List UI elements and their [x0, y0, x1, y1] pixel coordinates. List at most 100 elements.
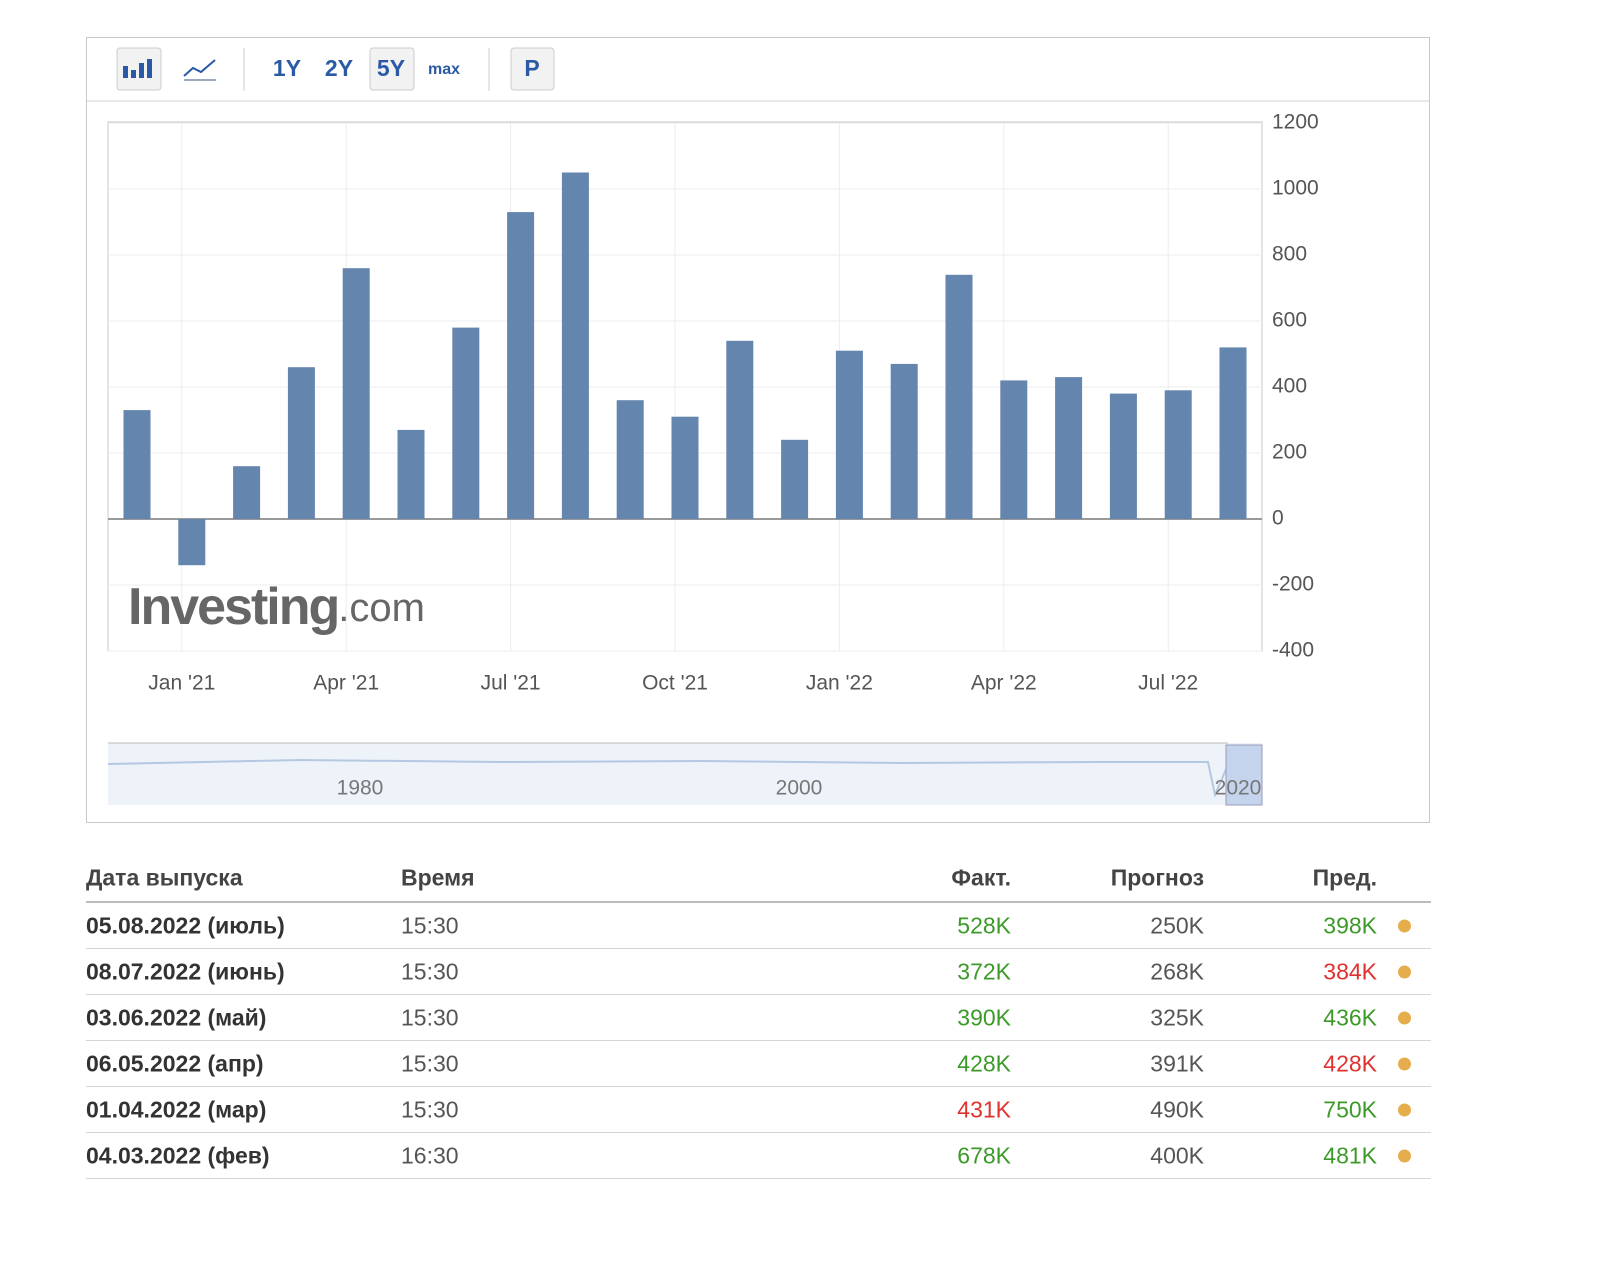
- forecast: 400K: [1150, 1142, 1204, 1168]
- navigator-label: 1980: [337, 777, 384, 800]
- column-header: Прогноз: [1110, 864, 1204, 891]
- navigator-window[interactable]: [1225, 744, 1263, 806]
- importance-dot: [1398, 1149, 1411, 1162]
- previous: 481K: [1323, 1142, 1377, 1168]
- y-tick-label: 1200: [1272, 111, 1319, 134]
- range-button[interactable]: max: [428, 61, 460, 78]
- p-button[interactable]: P: [524, 55, 539, 81]
- bar: [178, 519, 206, 566]
- forecast: 325K: [1150, 1004, 1204, 1030]
- table-row: 06.05.2022 (апр) 15:30 428K 391K 428K: [86, 1041, 1431, 1087]
- bar: [726, 340, 754, 519]
- actual: 678K: [957, 1142, 1011, 1168]
- release-date: 04.03.2022 (фев): [86, 1142, 270, 1168]
- actual: 528K: [957, 912, 1011, 938]
- bar: [835, 350, 863, 519]
- range-button[interactable]: 2Y: [325, 55, 353, 81]
- bar-icon: [123, 59, 152, 78]
- navigator-line: [107, 757, 1263, 799]
- watermark-suffix: .com: [338, 586, 425, 630]
- bar: [287, 367, 315, 519]
- forecast: 250K: [1150, 912, 1204, 938]
- y-tick-label: 1000: [1272, 177, 1319, 200]
- table-header: Дата выпуска Время Факт. Прогноз Пред.: [86, 855, 1431, 903]
- bar: [671, 416, 699, 519]
- bar: [123, 410, 151, 519]
- release-date: 08.07.2022 (июнь): [86, 958, 285, 984]
- x-tick-label: Apr '22: [971, 672, 1037, 695]
- previous: 436K: [1323, 1004, 1377, 1030]
- bar: [452, 327, 480, 519]
- previous: 428K: [1323, 1050, 1377, 1076]
- y-tick-label: -400: [1272, 639, 1314, 662]
- y-tick-label: 800: [1272, 243, 1307, 266]
- table-row: 05.08.2022 (июль) 15:30 528K 250K 398K: [86, 903, 1431, 949]
- x-tick-label: Jan '21: [148, 672, 215, 695]
- table-row: 08.07.2022 (июнь) 15:30 372K 268K 384K: [86, 949, 1431, 995]
- x-tick-label: Jan '22: [806, 672, 873, 695]
- navigator: [108, 743, 1262, 805]
- bar: [561, 172, 589, 519]
- bar: [781, 439, 809, 519]
- bar: [1055, 377, 1083, 519]
- column-header: Время: [401, 864, 475, 891]
- column-header: Дата выпуска: [86, 864, 243, 891]
- bar: [342, 268, 370, 519]
- table-row: 01.04.2022 (мар) 15:30 431K 490K 750K: [86, 1087, 1431, 1133]
- actual: 431K: [957, 1096, 1011, 1122]
- range-button[interactable]: 5Y: [377, 55, 405, 81]
- column-header: Факт.: [951, 864, 1011, 891]
- importance-dot: [1398, 1057, 1411, 1070]
- line-icon[interactable]: [183, 59, 216, 77]
- bar: [397, 429, 425, 519]
- release-date: 01.04.2022 (мар): [86, 1096, 267, 1122]
- actual: 390K: [957, 1004, 1011, 1030]
- importance-dot: [1398, 919, 1411, 932]
- chart: 1Y 2Y 5Y max P -400 -200 0 200 400 600 800 1000 1200 J…: [87, 47, 1430, 806]
- y-tick-label: -200: [1272, 573, 1314, 596]
- x-tick-label: Jul '21: [481, 672, 541, 695]
- previous: 750K: [1323, 1096, 1377, 1122]
- actual: 372K: [957, 958, 1011, 984]
- importance-dot: [1398, 1103, 1411, 1116]
- bar: [1164, 390, 1192, 519]
- navigator-label: 2020: [1215, 777, 1262, 800]
- release-time: 15:30: [401, 912, 459, 938]
- bar: [507, 212, 535, 519]
- bar: [945, 274, 973, 519]
- bar: [233, 466, 261, 519]
- release-time: 16:30: [401, 1142, 459, 1168]
- table-row: 03.06.2022 (май) 15:30 390K 325K 436K: [86, 995, 1431, 1041]
- release-time: 15:30: [401, 1050, 459, 1076]
- release-date: 03.06.2022 (май): [86, 1004, 267, 1030]
- x-tick-label: Jul '22: [1138, 672, 1198, 695]
- bar: [1000, 380, 1028, 519]
- release-date: 06.05.2022 (апр): [86, 1050, 264, 1076]
- chart-widget: [86, 37, 1430, 823]
- p-button-box: [510, 47, 555, 91]
- column-header: Пред.: [1312, 864, 1377, 891]
- y-tick-label: 0: [1272, 507, 1284, 530]
- active-range: [369, 47, 415, 91]
- releases-table: Дата выпуска Время Факт. Прогноз Пред. 05.08.…: [86, 855, 1431, 1179]
- bar: [890, 363, 918, 519]
- y-tick-label: 200: [1272, 441, 1307, 464]
- bar: [1219, 347, 1247, 519]
- navigator-label: 2000: [776, 777, 823, 800]
- importance-dot: [1398, 1011, 1411, 1024]
- y-tick-label: 400: [1272, 375, 1307, 398]
- x-tick-label: Apr '21: [313, 672, 379, 695]
- watermark: Investing.com: [128, 578, 425, 636]
- table-row: 04.03.2022 (фев) 16:30 678K 400K 481K: [86, 1133, 1431, 1179]
- watermark-main: Investing: [128, 578, 338, 636]
- bar: [1109, 393, 1137, 519]
- forecast: 268K: [1150, 958, 1204, 984]
- previous: 384K: [1323, 958, 1377, 984]
- forecast: 391K: [1150, 1050, 1204, 1076]
- forecast: 490K: [1150, 1096, 1204, 1122]
- bar: [616, 400, 644, 519]
- release-time: 15:30: [401, 1096, 459, 1122]
- y-tick-label: 600: [1272, 309, 1307, 332]
- range-button[interactable]: 1Y: [273, 55, 301, 81]
